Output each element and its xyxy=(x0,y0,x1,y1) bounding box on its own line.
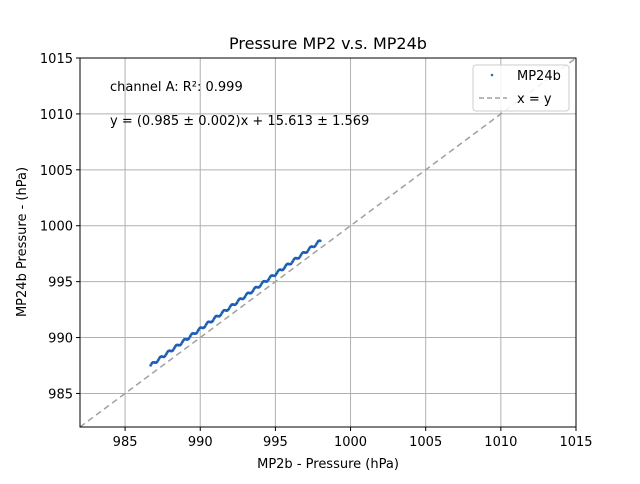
y-tick-label: 990 xyxy=(48,332,73,347)
data-point xyxy=(319,239,322,243)
x-tick-label: 990 xyxy=(188,435,213,450)
legend: MP24b x = y xyxy=(472,64,570,112)
x-axis-label: MP2b - Pressure (hPa) xyxy=(257,457,399,472)
scatter-points xyxy=(149,239,322,367)
legend-label-mp24b: MP24b xyxy=(517,69,561,84)
x-tick-label: 1010 xyxy=(484,435,517,450)
reference-line-layer xyxy=(79,57,577,428)
reference-line-x-equals-y xyxy=(79,57,577,428)
x-tick-label: 1000 xyxy=(334,435,367,450)
x-tick-label: 1015 xyxy=(559,435,592,450)
y-tick-label: 1005 xyxy=(40,164,73,179)
x-tick-label: 985 xyxy=(113,435,138,450)
y-tick-label: 985 xyxy=(48,387,73,402)
y-tick-label: 1010 xyxy=(40,108,73,123)
y-axis-label: MP24b Pressure - (hPa) xyxy=(15,167,30,317)
legend-marker-mp24b xyxy=(490,73,494,77)
y-tick-label: 1015 xyxy=(40,52,73,67)
x-tick-label: 1005 xyxy=(409,435,442,450)
x-axis-ticks: 985 990 995 1000 1005 1010 1015 xyxy=(113,427,593,450)
annotation-fit-equation: y = (0.985 ± 0.002)x + 15.613 ± 1.569 xyxy=(110,114,369,129)
legend-box xyxy=(472,64,570,112)
x-tick-label: 995 xyxy=(263,435,288,450)
chart-title: Pressure MP2 v.s. MP24b xyxy=(229,34,427,53)
annotation-r-squared: channel A: R²: 0.999 xyxy=(110,80,243,95)
y-tick-label: 1000 xyxy=(40,220,73,235)
plot-frame xyxy=(79,57,577,428)
y-tick-label: 995 xyxy=(48,276,73,291)
legend-label-x-equals-y: x = y xyxy=(517,92,552,107)
y-axis-ticks: 985 990 995 1000 1005 1010 1015 xyxy=(40,52,80,402)
